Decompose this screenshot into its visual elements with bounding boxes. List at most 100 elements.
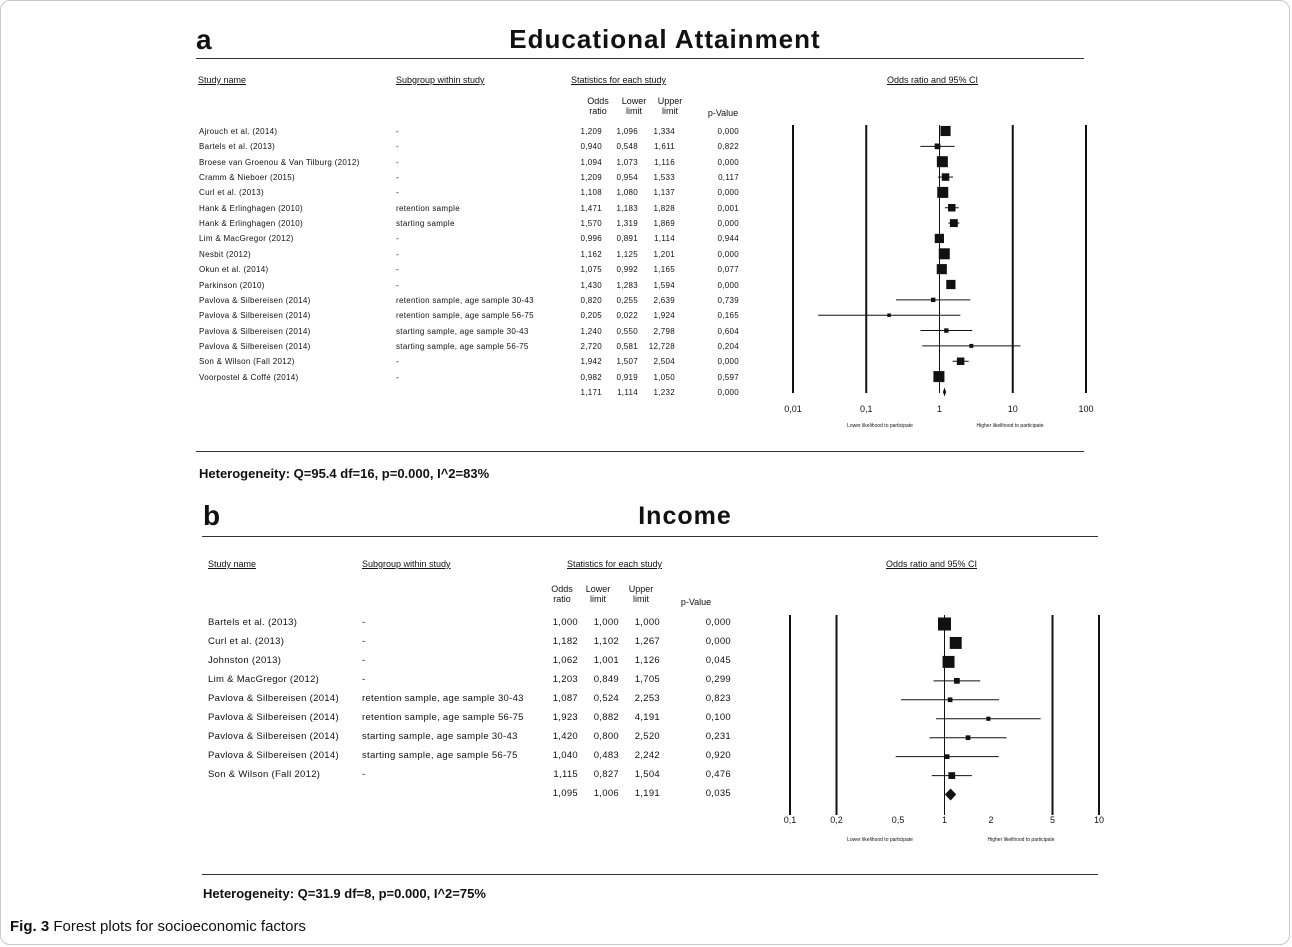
lower-limit-cell: 0,954 (616, 173, 638, 183)
p-value-cell: 0,000 (717, 219, 739, 229)
upper-limit-cell: 1,594 (653, 280, 675, 290)
lower-limit-cell: 1,001 (593, 654, 619, 666)
odds-ratio-cell: 1,203 (552, 673, 578, 685)
p-value-cell: 0,000 (717, 157, 739, 167)
x-tick-label: 0,01 (784, 404, 802, 414)
odds-ratio-cell: 1,087 (552, 692, 578, 704)
point-estimate (965, 735, 971, 741)
lower-limit-cell: 1,000 (593, 617, 619, 628)
study-name-cell: Bartels et al. (2013) (208, 617, 298, 628)
lower-limit-cell: 1,006 (593, 787, 619, 799)
p-value-cell: 0,739 (717, 295, 739, 305)
point-estimate (887, 313, 891, 317)
p-value-cell: 0,100 (705, 711, 731, 723)
subgroup-cell: starting sample, age sample 30-43 (362, 730, 518, 742)
x-tick-label: 2 (989, 815, 994, 825)
study-name-cell: Nesbit (2012) (199, 249, 251, 259)
col-stats-header: Statistics for each study (571, 75, 667, 85)
p-value-cell: 0,476 (705, 768, 731, 780)
point-estimate (930, 297, 936, 303)
odds-ratio-cell: 1,108 (580, 188, 602, 198)
upper-limit-cell: 12,728 (648, 341, 675, 351)
col-or-header: Odds ratio (587, 96, 609, 116)
title-rule (196, 58, 1084, 59)
subgroup-cell: retention sample, age sample 30-43 (396, 295, 534, 305)
study-name-cell: Parkinson (2010) (199, 280, 265, 290)
lower-limit-cell: 0,255 (616, 295, 638, 305)
p-value-cell: 0,000 (717, 127, 739, 136)
upper-limit-cell: 1,267 (634, 635, 660, 647)
lower-limit-cell: 0,992 (616, 265, 638, 275)
summary-diamond (942, 387, 947, 397)
col-stats-header: Statistics for each study (567, 559, 663, 569)
panel-letter: b (203, 500, 221, 531)
upper-limit-cell: 1,126 (634, 654, 660, 666)
forest-plot-b: 0,1 0,2 0,5 1 2 5 10 Lower likelihood to partic… (784, 615, 1104, 843)
p-value-cell: 0,000 (717, 280, 739, 290)
study-name-cell: Pavlova & Silbereisen (2014) (208, 730, 339, 742)
lower-limit-cell: 0,524 (593, 692, 619, 704)
bottom-rule (196, 451, 1084, 452)
p-value-cell: 0,117 (718, 173, 739, 183)
upper-limit-cell: 1,201 (653, 249, 675, 259)
subgroup-cell: - (396, 142, 399, 152)
lower-limit-cell: 1,096 (616, 127, 638, 136)
x-tick-label: 100 (1078, 404, 1093, 414)
study-name-cell: Curl et al. (2013) (208, 635, 285, 647)
odds-ratio-cell: 1,209 (580, 173, 602, 183)
p-value-cell: 0,604 (717, 326, 739, 336)
point-estimate (936, 264, 947, 275)
lower-limit-cell: 0,919 (616, 372, 638, 382)
heterogeneity-stat: Heterogeneity: Q=31.9 df=8, p=0.000, I^2… (203, 886, 486, 901)
subgroup-cell: - (362, 768, 366, 780)
panel-title: Income (638, 502, 732, 530)
lower-limit-cell: 1,080 (616, 188, 638, 198)
subgroup-cell: - (396, 157, 399, 167)
study-name-cell: Son & Wilson (Fall 2012) (199, 357, 295, 367)
col-upper-header: Upper limit (657, 96, 683, 116)
upper-limit-cell: 1,705 (634, 673, 660, 685)
p-value-cell: 0,077 (717, 265, 739, 275)
upper-limit-cell: 1,191 (634, 787, 660, 799)
upper-limit-cell: 1,165 (653, 265, 675, 275)
lower-limit-cell: 0,882 (593, 711, 619, 723)
lower-limit-cell: 1,319 (616, 219, 638, 229)
subgroup-cell: retention sample, age sample 56-75 (362, 711, 524, 723)
study-name-cell: Pavlova & Silbereisen (2014) (199, 295, 311, 305)
point-estimate (944, 328, 949, 333)
subgroup-cell: - (396, 357, 399, 367)
odds-ratio-cell: 1,182 (552, 635, 578, 647)
study-name-cell: Pavlova & Silbereisen (2014) (208, 749, 339, 761)
col-plot-header: Odds ratio and 95% CI (886, 559, 978, 569)
upper-limit-cell: 1,504 (634, 768, 660, 780)
subgroup-cell: retention sample (396, 203, 460, 213)
point-estimate (948, 204, 956, 212)
odds-ratio-cell: 1,420 (552, 730, 578, 742)
figure-caption: Fig. 3 Forest plots for socioeconomic fa… (10, 918, 306, 935)
p-value-cell: 0,597 (717, 372, 739, 382)
point-estimate (969, 343, 974, 348)
x-tick-label: 0,2 (830, 815, 843, 825)
upper-limit-cell: 1,828 (653, 203, 675, 213)
p-value-cell: 0,001 (717, 203, 739, 213)
study-name-cell: Pavlova & Silbereisen (2014) (199, 311, 311, 321)
p-value-cell: 0,000 (717, 188, 739, 198)
p-value-cell: 0,920 (705, 749, 731, 761)
point-estimate (941, 173, 950, 181)
upper-limit-cell: 1,533 (653, 173, 675, 183)
title-rule (202, 536, 1098, 537)
odds-ratio-cell: 1,162 (580, 249, 602, 259)
odds-ratio-cell: 1,094 (580, 157, 602, 167)
col-lower-header: Lower limit (621, 96, 647, 116)
study-name-cell: Pavlova & Silbereisen (2014) (199, 341, 311, 351)
point-estimate (934, 143, 941, 150)
odds-ratio-cell: 1,209 (580, 127, 602, 136)
col-study-header: Study name (208, 559, 257, 569)
upper-limit-cell: 1,869 (653, 219, 675, 229)
caption-label: Fig. 3 (10, 918, 50, 935)
higher-likelihood-note: Higher likelihood to participate (988, 837, 1055, 843)
x-tick-label: 0,1 (784, 815, 797, 825)
point-estimate (936, 156, 948, 168)
lower-limit-cell: 1,114 (617, 387, 638, 397)
summary-diamond (944, 788, 957, 801)
